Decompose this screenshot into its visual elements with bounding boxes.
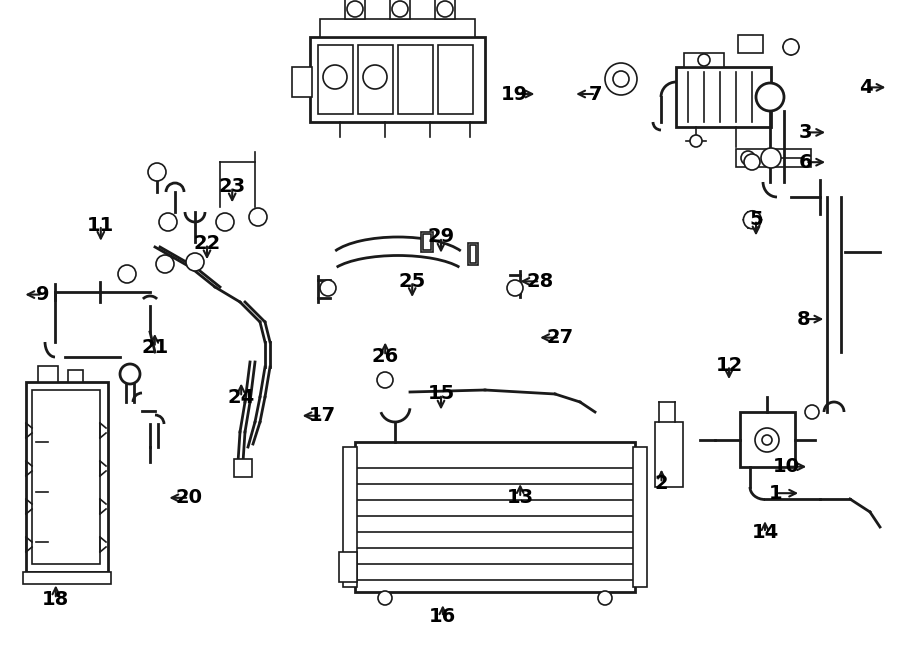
Bar	[684, 53, 724, 67]
Bar	[740, 412, 795, 467]
Circle shape	[392, 1, 408, 17]
Circle shape	[159, 213, 177, 231]
Text: 17: 17	[309, 406, 336, 425]
Circle shape	[744, 154, 760, 170]
Bar	[421, 232, 433, 252]
Text: 19: 19	[501, 85, 528, 103]
Circle shape	[805, 405, 819, 419]
Bar	[339, 552, 357, 582]
Circle shape	[378, 591, 392, 605]
Circle shape	[605, 63, 637, 95]
Circle shape	[118, 265, 136, 283]
Bar	[320, 19, 475, 37]
Text: 20: 20	[176, 489, 202, 507]
Bar	[470, 245, 476, 263]
Circle shape	[347, 1, 363, 17]
Circle shape	[216, 213, 234, 231]
Circle shape	[186, 253, 204, 271]
Text: 3: 3	[799, 123, 812, 142]
Bar	[310, 37, 485, 122]
Text: 14: 14	[752, 524, 778, 542]
Circle shape	[741, 151, 755, 165]
Circle shape	[762, 435, 772, 445]
Circle shape	[755, 428, 779, 452]
Text: 4: 4	[859, 78, 873, 97]
Bar	[390, 0, 410, 19]
Text: 12: 12	[716, 356, 742, 375]
Text: 8: 8	[796, 310, 811, 328]
Text: 6: 6	[798, 153, 813, 171]
Circle shape	[363, 65, 387, 89]
Text: 21: 21	[141, 338, 168, 357]
Text: 7: 7	[590, 85, 603, 103]
Circle shape	[320, 280, 336, 296]
Circle shape	[120, 364, 140, 384]
Text: 10: 10	[773, 457, 800, 476]
Bar	[398, 45, 433, 114]
Circle shape	[249, 208, 267, 226]
Text: 23: 23	[219, 177, 246, 196]
Bar	[435, 0, 455, 19]
Bar	[26, 382, 108, 572]
Circle shape	[507, 280, 523, 296]
Bar	[438, 45, 473, 114]
Circle shape	[783, 39, 799, 55]
Text: 24: 24	[228, 388, 255, 406]
Text: 28: 28	[526, 272, 554, 291]
Circle shape	[377, 372, 393, 388]
Bar	[655, 422, 683, 487]
Circle shape	[148, 163, 166, 181]
Bar	[676, 67, 771, 127]
Circle shape	[598, 591, 612, 605]
Circle shape	[156, 255, 174, 273]
Circle shape	[690, 135, 702, 147]
Bar	[633, 447, 647, 587]
Bar	[343, 447, 357, 587]
Text: 22: 22	[194, 234, 220, 253]
Text: 2: 2	[654, 474, 669, 493]
Text: 9: 9	[36, 285, 50, 304]
Circle shape	[323, 65, 347, 89]
Text: 16: 16	[429, 608, 456, 626]
Circle shape	[756, 83, 784, 111]
Bar	[358, 45, 393, 114]
Bar	[38, 366, 58, 382]
Text: 13: 13	[507, 489, 534, 507]
Bar	[345, 0, 365, 19]
Bar	[738, 35, 763, 53]
Text: 11: 11	[87, 216, 114, 234]
Text: 15: 15	[428, 385, 454, 403]
Text: 26: 26	[372, 347, 399, 365]
Text: 5: 5	[749, 211, 763, 229]
Bar	[318, 45, 353, 114]
Bar	[468, 243, 478, 265]
Bar	[355, 442, 635, 592]
Text: 25: 25	[399, 272, 426, 291]
Text: 18: 18	[42, 590, 69, 608]
Bar	[32, 390, 100, 564]
Circle shape	[743, 211, 761, 229]
Bar	[23, 572, 111, 584]
Bar	[68, 370, 83, 382]
Circle shape	[698, 54, 710, 66]
Circle shape	[761, 148, 781, 168]
Text: 27: 27	[546, 328, 573, 347]
Bar	[234, 459, 252, 477]
Bar	[292, 67, 312, 97]
Bar	[736, 149, 811, 167]
Text: 29: 29	[428, 228, 454, 246]
Bar	[423, 234, 431, 250]
Circle shape	[613, 71, 629, 87]
Text: 1: 1	[769, 484, 783, 502]
Circle shape	[437, 1, 453, 17]
